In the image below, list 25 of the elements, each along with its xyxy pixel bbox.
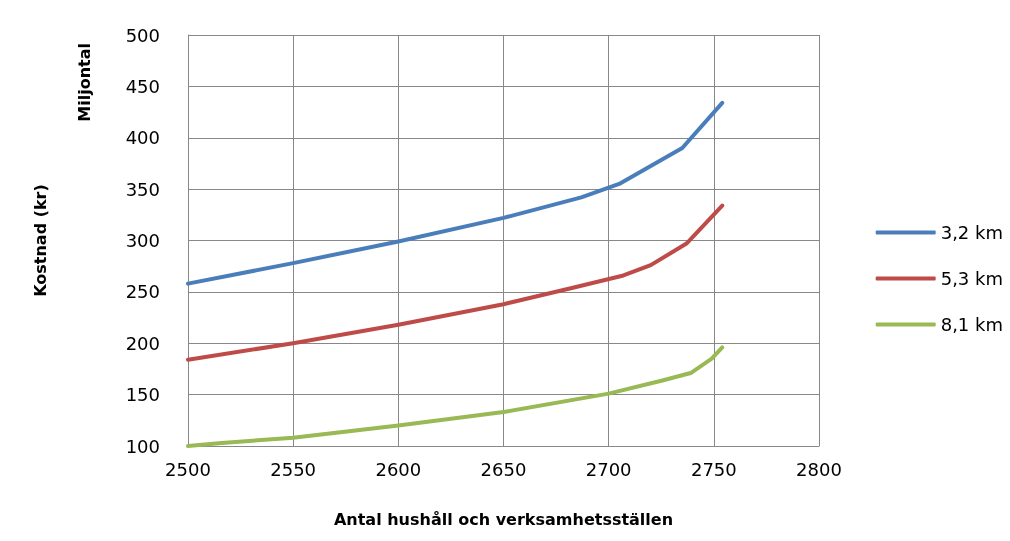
- y-tick-label: 250: [125, 281, 160, 303]
- x-tick-label: 2600: [375, 458, 422, 480]
- line-series: [186, 203, 725, 362]
- y-tick-label: 300: [125, 230, 160, 251]
- y-tick-label: 400: [125, 127, 160, 149]
- x-tick-label: 2800: [796, 458, 842, 480]
- line-series: [186, 345, 725, 448]
- x-axis-title: Antal hushåll och verksamhetsställen: [333, 509, 674, 529]
- x-tick-label: 2650: [480, 458, 527, 480]
- x-tick-label: 2750: [690, 458, 737, 480]
- legend-label: 8,1 km: [940, 314, 1004, 335]
- y-tick-label: 450: [125, 75, 160, 97]
- line-series: [186, 100, 725, 286]
- y-axis-title: Kostnad (kr): [30, 184, 50, 297]
- legend-label: 3,2 km: [940, 222, 1004, 243]
- text: Miljontal: [74, 43, 94, 122]
- y-tick-label: 350: [125, 178, 160, 200]
- y-tick-label: 100: [125, 435, 160, 457]
- x-tick-label: 2500: [165, 458, 211, 480]
- y-tick-label: 150: [125, 384, 160, 406]
- y-tick-label: 500: [125, 24, 160, 46]
- x-tick-label: 2700: [585, 458, 632, 480]
- x-tick-label: 2550: [270, 458, 317, 480]
- legend-label: 5,3 km: [940, 268, 1004, 289]
- y-tick-label: 200: [125, 332, 160, 354]
